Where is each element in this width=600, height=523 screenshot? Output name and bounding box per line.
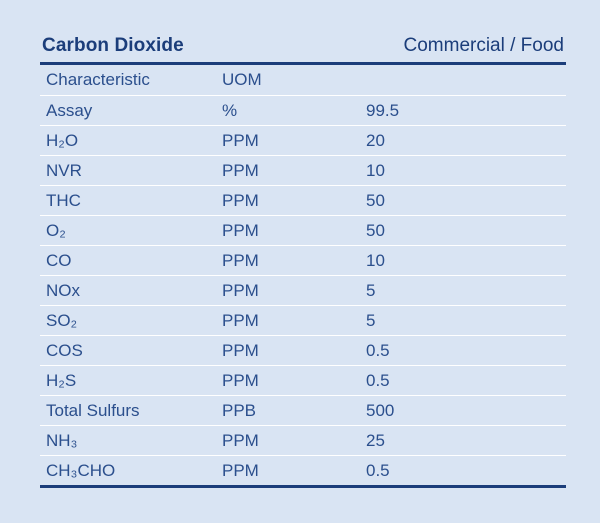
- characteristic-cell: Total Sulfurs: [46, 401, 140, 420]
- characteristic-cell: COS: [46, 341, 83, 360]
- value-cell: 0.5: [366, 341, 390, 360]
- grade-label: Commercial / Food: [403, 35, 565, 56]
- table-row: H₂S PPM 0.5: [40, 366, 566, 396]
- value-cell: 99.5: [366, 101, 400, 120]
- characteristic-cell: H₂O: [46, 131, 79, 150]
- characteristic-cell: H₂S: [46, 371, 77, 390]
- column-header-row: Characteristic UOM: [40, 65, 566, 96]
- title-divider: [40, 62, 566, 65]
- uom-cell: PPB: [222, 401, 257, 420]
- table-row: Assay % 99.5: [40, 96, 566, 126]
- value-cell: 500: [366, 401, 395, 420]
- uom-cell: PPM: [222, 191, 259, 210]
- table-row: COS PPM 0.5: [40, 336, 566, 366]
- characteristic-cell: SO₂: [46, 311, 78, 330]
- table-row: THC PPM 50: [40, 186, 566, 216]
- value-cell: 25: [366, 431, 385, 450]
- bottom-rule: [40, 485, 566, 488]
- uom-cell: PPM: [222, 341, 259, 360]
- value-cell: 5: [366, 281, 376, 300]
- table-row: H₂O PPM 20: [40, 126, 566, 156]
- uom-cell: PPM: [222, 281, 259, 300]
- characteristic-cell: NOx: [46, 281, 80, 300]
- value-cell: 10: [366, 161, 385, 180]
- value-cell: 20: [366, 131, 385, 150]
- spec-table: Carbon Dioxide Commercial / Food Charact…: [40, 28, 566, 488]
- uom-cell: PPM: [222, 251, 259, 270]
- column-header-characteristic: Characteristic: [46, 70, 150, 89]
- table-row: SO₂ PPM 5: [40, 306, 566, 336]
- table-row: NVR PPM 10: [40, 156, 566, 186]
- product-title: Carbon Dioxide: [42, 35, 184, 56]
- column-header-uom: UOM: [222, 70, 262, 89]
- value-cell: 10: [366, 251, 385, 270]
- characteristic-cell: Assay: [46, 101, 93, 120]
- characteristic-cell: NVR: [46, 161, 82, 180]
- value-cell: 0.5: [366, 371, 390, 390]
- table-row: NOx PPM 5: [40, 276, 566, 306]
- value-cell: 0.5: [366, 461, 390, 480]
- characteristic-cell: THC: [46, 191, 81, 210]
- value-cell: 5: [366, 311, 376, 330]
- characteristic-cell: CH₃CHO: [46, 461, 116, 480]
- uom-cell: PPM: [222, 161, 259, 180]
- characteristic-cell: CO: [46, 251, 72, 270]
- value-cell: 50: [366, 191, 385, 210]
- uom-cell: PPM: [222, 131, 259, 150]
- characteristic-cell: O₂: [46, 221, 66, 240]
- uom-cell: PPM: [222, 431, 259, 450]
- table-row: CH₃CHO PPM 0.5: [40, 456, 566, 485]
- uom-cell: PPM: [222, 461, 259, 480]
- uom-cell: %: [222, 101, 238, 120]
- table-row: CO PPM 10: [40, 246, 566, 276]
- table-row: NH₃ PPM 25: [40, 426, 566, 456]
- uom-cell: PPM: [222, 311, 259, 330]
- table-row: Total Sulfurs PPB 500: [40, 396, 566, 426]
- table-title-row: Carbon Dioxide Commercial / Food: [40, 28, 566, 62]
- uom-cell: PPM: [222, 371, 259, 390]
- value-cell: 50: [366, 221, 385, 240]
- uom-cell: PPM: [222, 221, 259, 240]
- table-row: O₂ PPM 50: [40, 216, 566, 246]
- characteristic-cell: NH₃: [46, 431, 78, 450]
